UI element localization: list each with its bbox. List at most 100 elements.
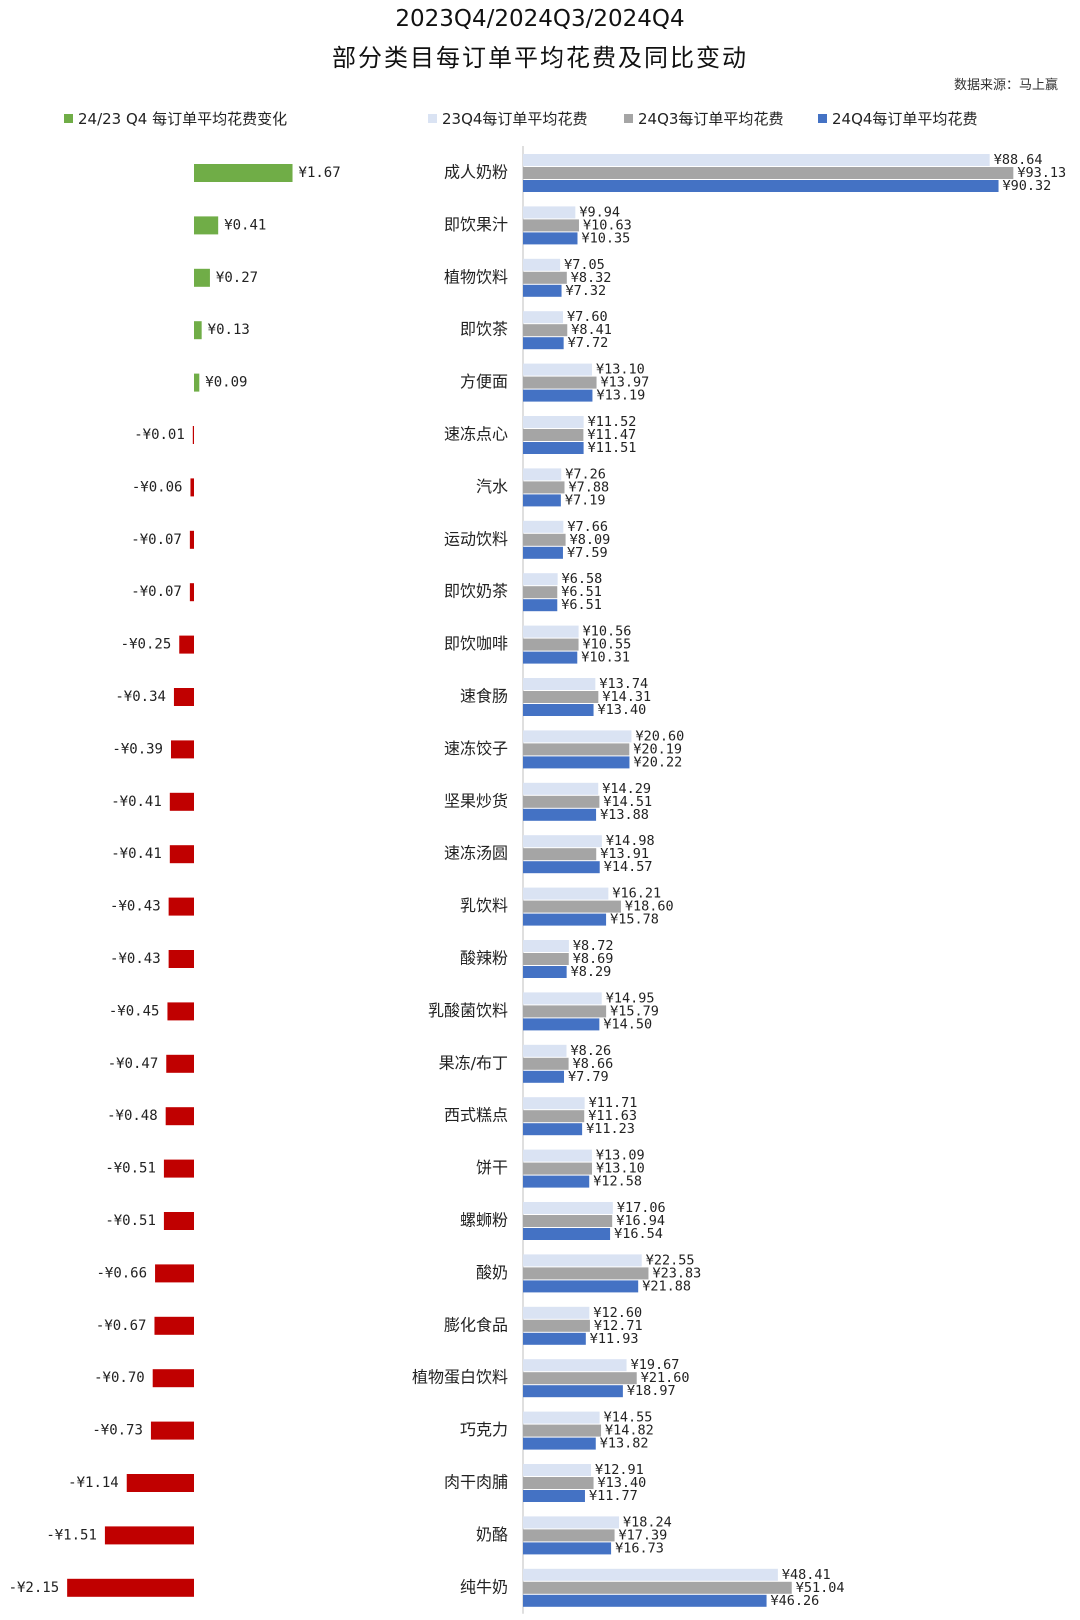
spend-bar (523, 913, 607, 926)
spend-value-label: ¥14.29 (602, 781, 651, 797)
spend-bar (523, 481, 565, 494)
spend-bar (523, 730, 632, 743)
spend-value-label: ¥10.31 (581, 650, 630, 666)
category-label: 奶酪 (476, 1525, 508, 1544)
spend-value-label: ¥23.83 (652, 1265, 701, 1281)
spend-value-label: ¥6.51 (561, 597, 602, 613)
change-value-label: ¥0.27 (216, 270, 258, 286)
spend-value-label: ¥7.79 (568, 1069, 609, 1085)
spend-bar (523, 678, 596, 690)
change-bar (168, 950, 194, 968)
category-label: 螺蛳粉 (460, 1211, 508, 1230)
change-bar (194, 164, 293, 182)
spend-value-label: ¥14.50 (603, 1016, 652, 1032)
category-label: 乳酸菌饮料 (428, 1001, 508, 1020)
category-label: 植物饮料 (444, 267, 508, 286)
change-value-label: -¥2.15 (9, 1580, 60, 1596)
change-value-label: -¥0.01 (134, 427, 185, 443)
spend-value-label: ¥13.97 (601, 375, 650, 391)
spend-value-label: ¥20.19 (633, 741, 682, 757)
change-value-label: -¥0.67 (96, 1318, 147, 1334)
spend-bar (523, 494, 561, 507)
change-bar (170, 740, 194, 759)
spend-bar (523, 1490, 585, 1502)
spend-value-label: ¥22.55 (646, 1252, 695, 1268)
spend-bar (523, 1123, 583, 1136)
change-value-label: -¥0.51 (105, 1213, 156, 1229)
spend-value-label: ¥11.51 (588, 440, 637, 456)
spend-value-label: ¥14.98 (606, 833, 655, 849)
legend-item-24q4: 24Q4每订单平均花费 (818, 108, 977, 129)
spend-bar (523, 599, 558, 612)
spend-bar (523, 953, 569, 965)
spend-bar (523, 1385, 623, 1398)
spend-bar (523, 808, 597, 821)
change-bar (169, 792, 194, 811)
spend-bar (523, 1149, 592, 1162)
spend-value-label: ¥16.54 (614, 1226, 663, 1242)
spend-bar (523, 966, 567, 978)
change-bar (192, 426, 194, 444)
legend-swatch-change (64, 114, 73, 123)
change-bar (150, 1421, 194, 1440)
spend-bar (523, 1202, 613, 1214)
spend-bar (523, 1464, 591, 1476)
change-value-label: -¥0.73 (92, 1423, 143, 1439)
chart-title-line2: 部分类目每订单平均花费及同比变动 (332, 44, 748, 72)
change-value-label: -¥0.34 (115, 689, 166, 705)
spend-bar (523, 861, 600, 874)
spend-value-label: ¥20.22 (633, 754, 682, 770)
spend-value-label: ¥12.58 (593, 1174, 642, 1190)
spend-bar (523, 1175, 590, 1188)
spend-bar (523, 835, 602, 848)
spend-bar (523, 1280, 639, 1293)
spend-bar (523, 848, 597, 861)
spend-value-label: ¥6.51 (561, 584, 602, 600)
spend-value-label: ¥11.77 (589, 1488, 638, 1504)
spend-bar (523, 1542, 612, 1555)
spend-value-label: ¥10.35 (581, 230, 630, 246)
spend-value-label: ¥21.60 (641, 1370, 690, 1386)
spend-value-label: ¥7.66 (567, 519, 608, 535)
legend-item-23q4: 23Q4每订单平均花费 (428, 108, 587, 129)
spend-value-label: ¥11.23 (586, 1121, 635, 1137)
data-source-note: 数据来源：马上赢 (953, 78, 1058, 93)
spend-bar (523, 363, 592, 376)
spend-value-label: ¥88.64 (994, 152, 1043, 168)
spend-bar (523, 232, 578, 245)
spend-bar (523, 586, 558, 599)
category-label: 乳饮料 (460, 896, 508, 915)
change-bar (163, 1159, 194, 1178)
spend-value-label: ¥13.88 (600, 807, 649, 823)
category-label: 方便面 (460, 372, 508, 391)
spend-value-label: ¥17.06 (617, 1200, 666, 1216)
change-bar (154, 1316, 194, 1335)
change-value-label: -¥0.47 (108, 1056, 159, 1072)
spend-value-label: ¥12.71 (594, 1318, 643, 1334)
spend-bar (523, 1018, 600, 1031)
spend-value-label: ¥7.26 (565, 466, 606, 482)
spend-value-label: ¥16.21 (612, 886, 661, 902)
spend-value-label: ¥12.60 (593, 1305, 642, 1321)
change-value-label: -¥0.07 (131, 532, 182, 548)
change-value-label: -¥0.25 (121, 637, 172, 653)
spend-value-label: ¥8.66 (573, 1056, 614, 1072)
spend-bar (523, 271, 567, 284)
legend-swatch-24q4 (818, 114, 827, 123)
change-value-label: -¥1.51 (46, 1527, 97, 1543)
category-label: 纯牛奶 (460, 1577, 508, 1596)
change-bar (152, 1369, 194, 1388)
change-bar (166, 1054, 194, 1073)
category-label: 酸奶 (476, 1263, 508, 1282)
spend-value-label: ¥11.52 (588, 414, 637, 430)
spend-bar (523, 1097, 585, 1110)
change-bar (190, 478, 194, 497)
spend-bar (523, 1359, 627, 1372)
category-label: 速冻汤圆 (444, 844, 508, 863)
spend-bar (523, 1162, 592, 1175)
spend-value-label: ¥8.69 (573, 951, 614, 967)
change-value-label: -¥0.41 (111, 846, 162, 862)
spend-bar (523, 940, 569, 952)
category-label: 成人奶粉 (444, 163, 508, 182)
spend-bar (523, 1581, 792, 1594)
